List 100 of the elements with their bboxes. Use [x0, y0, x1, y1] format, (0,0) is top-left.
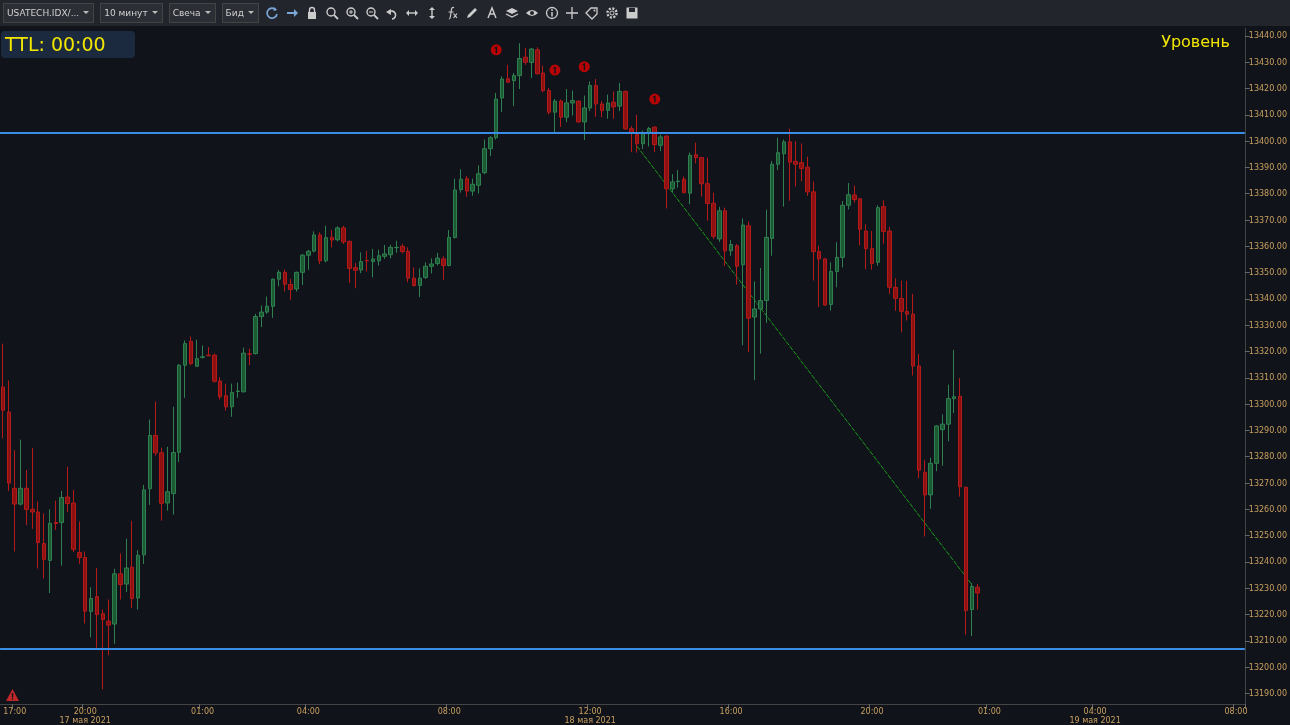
candlestick: [124, 538, 129, 593]
annotation: TTL: 00:00: [1, 31, 135, 58]
candlestick: [224, 383, 228, 412]
candlestick: [412, 266, 416, 288]
candlestick: [453, 178, 457, 239]
candlestick: [870, 230, 874, 271]
x-tick-label: 12:00 18 мая 2021: [564, 707, 616, 725]
candlestick: [923, 459, 927, 537]
y-tick-label: 13440.00: [1248, 31, 1287, 41]
x-tick-label: 08:00: [437, 707, 461, 716]
candlestick: [717, 206, 722, 243]
point: [490, 44, 502, 56]
text: USATECH.IDX/...: [3, 3, 95, 23]
x-tick-label: 17:00: [3, 707, 27, 716]
candlestick: [335, 225, 340, 242]
candlestick: [553, 98, 557, 135]
candlestick: [148, 419, 152, 506]
y-tick-label: 13270.00: [1248, 478, 1287, 488]
y-tick-label: 13240.00: [1248, 557, 1287, 567]
x-tick-label: 04:00 19 мая 2021: [1069, 707, 1121, 725]
x-tick-label: 01:00: [191, 707, 215, 716]
candlestick: [964, 486, 968, 636]
candlestick: [635, 114, 639, 154]
y-tick-label: 13330.00: [1248, 320, 1287, 330]
candlestick: [359, 251, 363, 274]
candlestick: [89, 586, 93, 638]
candlestick: [101, 609, 105, 690]
candlestick: [682, 176, 686, 194]
candlestick: [606, 94, 610, 120]
candlestick: [136, 549, 140, 611]
candlestick: [911, 293, 915, 376]
y-tick-label: 13200.00: [1248, 662, 1287, 672]
y-tick-label: 13230.00: [1248, 583, 1287, 593]
y-tick-label: 13260.00: [1248, 504, 1287, 514]
x-tick-label: 04:00: [296, 707, 320, 716]
candlestick: [142, 484, 146, 565]
candlestick: [183, 339, 187, 399]
x-tick-label: 20:00: [860, 707, 884, 716]
y-tick-label: 13250.00: [1248, 531, 1287, 541]
candlestick: [106, 599, 111, 656]
candlestick: [523, 47, 528, 66]
y-tick-label: 13400.00: [1248, 136, 1287, 146]
candlestick: [230, 383, 234, 418]
candlestick: [7, 379, 11, 492]
candlestick: [500, 75, 504, 113]
candlestick: [594, 78, 598, 118]
candlestick: [576, 100, 581, 124]
candlestick: [330, 229, 334, 248]
y-tick-label: 13380.00: [1248, 189, 1287, 199]
candlestick: [658, 134, 663, 152]
y-tick-label: 13410.00: [1248, 110, 1287, 120]
candlestick: [112, 568, 117, 645]
candlestick: [975, 583, 980, 611]
candlestick: [371, 248, 375, 278]
candlestick: [647, 126, 651, 147]
candlestick: [723, 207, 727, 267]
candlestick: [611, 90, 616, 120]
y-tick-label: 13340.00: [1248, 294, 1287, 304]
candlestick: [876, 204, 880, 267]
candlestick: [664, 134, 669, 209]
candlestick: [958, 377, 962, 498]
candlestick: [118, 553, 123, 601]
candlestick: [277, 269, 281, 287]
candlestick: [200, 344, 205, 360]
candlestick: [617, 82, 622, 112]
candlestick: [729, 239, 733, 257]
candlestick: [741, 217, 745, 346]
text: Свеча: [168, 3, 216, 23]
candlestick: [829, 261, 833, 311]
y-tick-label: 13280.00: [1248, 452, 1287, 462]
candlestick: [547, 87, 551, 116]
y-tick-label: 13320.00: [1248, 347, 1287, 357]
point: [549, 64, 561, 76]
candlestick: [54, 500, 58, 531]
candlestick: [195, 339, 199, 368]
candlestick: [271, 277, 275, 319]
candlestick: [688, 152, 692, 205]
x-tick-label: 01:00: [977, 707, 1001, 716]
candlestick: [746, 221, 751, 353]
candlestick: [782, 139, 786, 208]
candlestick: [189, 336, 193, 366]
candlestick: [864, 223, 868, 270]
candlestick: [652, 125, 657, 153]
candlestick: [465, 175, 469, 198]
candlestick: [130, 520, 134, 609]
candlestick: [95, 567, 99, 649]
candlestick: [441, 255, 446, 281]
candlestick: [529, 47, 534, 79]
text: Бид: [221, 3, 259, 23]
x-tick-label: 16:00: [719, 707, 743, 716]
candlestick: [735, 243, 739, 286]
candlestick: [12, 449, 17, 552]
candlestick: [970, 582, 974, 637]
y-tick-label: 13390.00: [1248, 162, 1287, 172]
candlestick: [18, 439, 23, 506]
candlestick: [247, 348, 252, 366]
text: 10 минут: [100, 3, 163, 23]
x-tick-label: 08:00: [1224, 707, 1248, 716]
candlestick: [917, 353, 921, 479]
candlestick: [365, 250, 369, 273]
